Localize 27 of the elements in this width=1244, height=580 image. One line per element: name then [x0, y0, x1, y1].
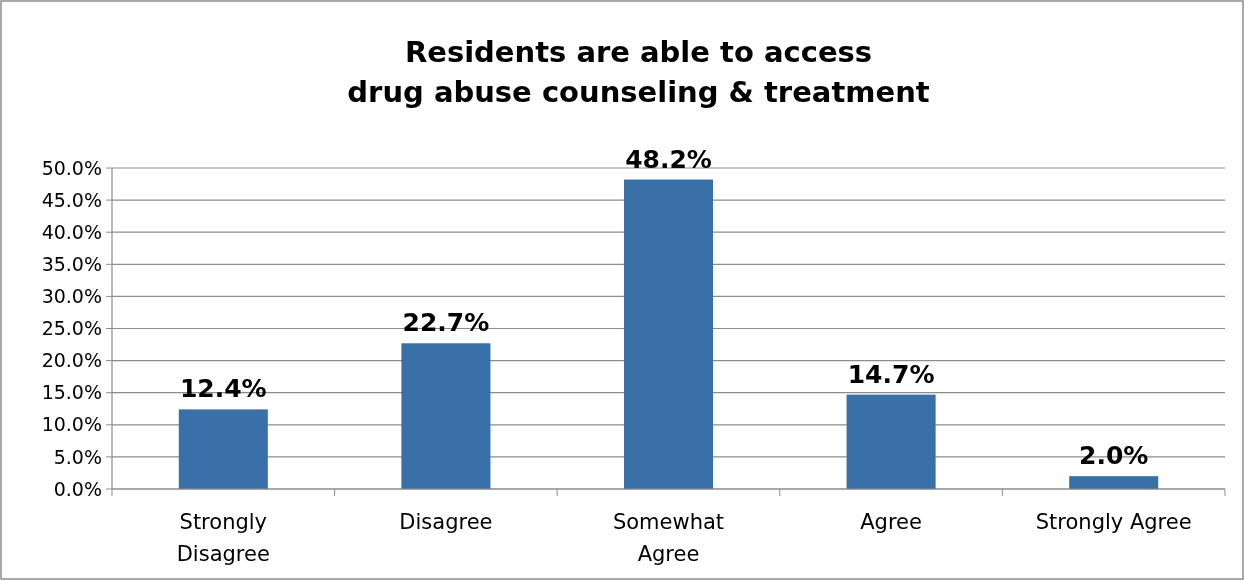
x-tick-label: Agree	[860, 510, 922, 534]
bar	[178, 409, 268, 489]
data-label: 14.7%	[847, 359, 935, 389]
bar	[623, 179, 714, 489]
chart-title: Residents are able to access drug abuse counseling & treatment	[347, 35, 930, 109]
x-tick-label: Somewhat Agree	[612, 510, 725, 566]
bar	[846, 394, 936, 489]
y-tick-label: 10.0%	[41, 413, 102, 436]
x-tick-label: Strongly Agree	[1035, 510, 1192, 534]
data-label: 2.0%	[1079, 441, 1149, 471]
y-tick-label: 15.0%	[41, 381, 102, 404]
bar	[1069, 476, 1159, 489]
y-tick-label: 50.0%	[41, 156, 102, 179]
y-tick-label: 30.0%	[41, 285, 102, 308]
y-tick-label: 25.0%	[41, 317, 102, 340]
y-tick-label: 45.0%	[41, 188, 102, 211]
y-tick-label: 40.0%	[41, 220, 102, 243]
y-tick-label: 20.0%	[41, 349, 102, 372]
bar	[401, 343, 491, 489]
data-label: 48.2%	[625, 144, 712, 174]
y-tick-label: 35.0%	[41, 252, 102, 275]
y-tick-label: 0.0%	[53, 477, 102, 500]
y-tick-label: 5.0%	[53, 445, 102, 468]
data-label: 22.7%	[402, 308, 490, 338]
x-tick-label: Disagree	[399, 510, 493, 534]
x-tick-label: Strongly Disagree	[176, 510, 270, 566]
data-label: 12.4%	[179, 374, 267, 404]
